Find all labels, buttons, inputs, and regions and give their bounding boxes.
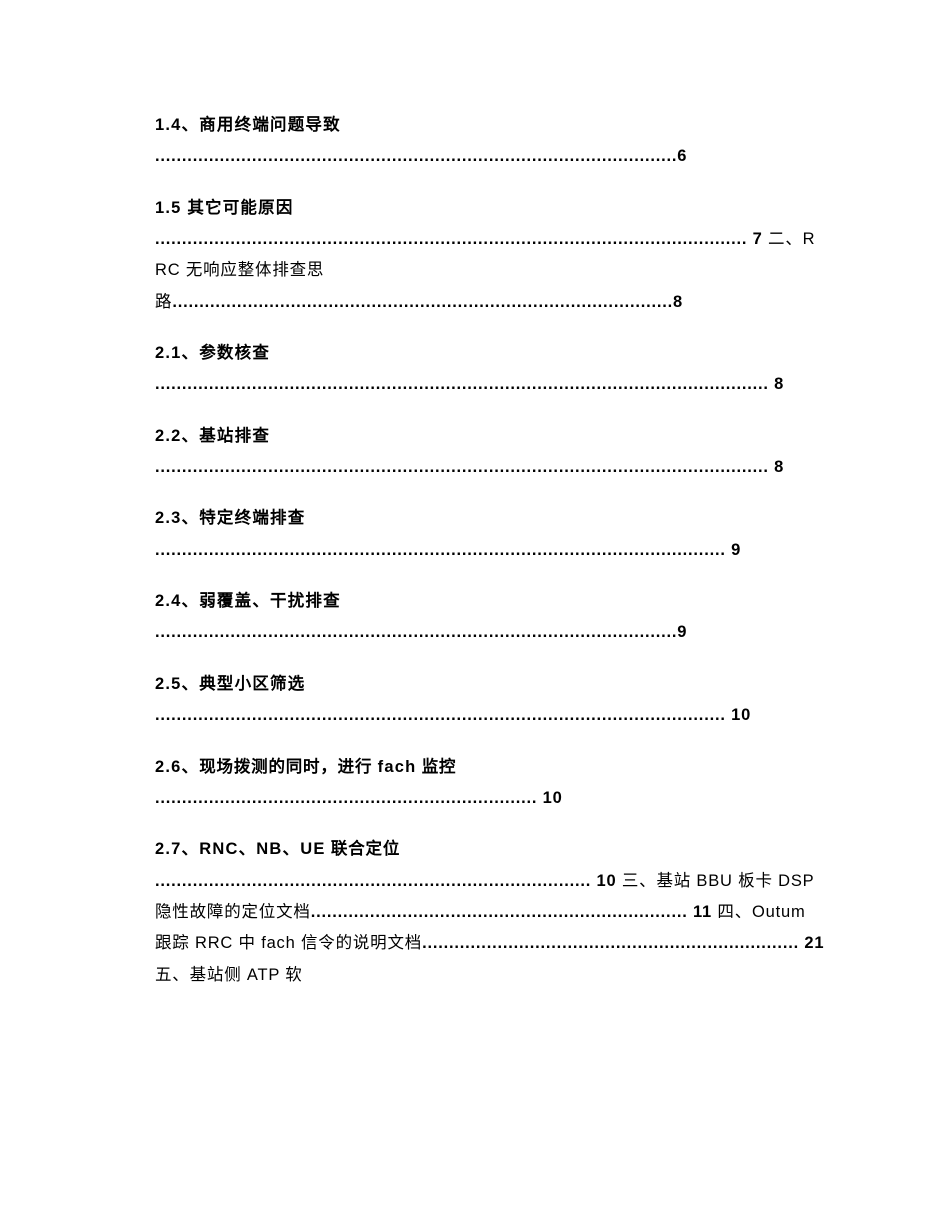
- toc-leaders: ........................................…: [155, 706, 751, 724]
- document-page: 1.4、商用终端问题导致 ...........................…: [0, 0, 950, 1071]
- toc-leaders: ........................................…: [155, 789, 563, 807]
- toc-title: 1.4、商用终端问题导致: [155, 116, 341, 134]
- toc-entry-2-5: 2.5、典型小区筛选 .............................…: [155, 669, 825, 732]
- toc-title: 2.3、特定终端排查: [155, 509, 305, 527]
- toc-entry-2-3: 2.3、特定终端排查 .............................…: [155, 503, 825, 566]
- toc-leaders: ........................................…: [422, 934, 824, 952]
- toc-segment: 2.7、RNC、NB、UE: [155, 840, 326, 858]
- toc-leaders: ........................................…: [155, 458, 784, 476]
- toc-entry-2-1: 2.1、参数核查 ...............................…: [155, 338, 825, 401]
- toc-title: 1.5 其它可能原因: [155, 199, 294, 217]
- toc-title: 2.2、基站排查: [155, 427, 270, 445]
- toc-leaders: ........................................…: [155, 541, 741, 559]
- toc-segment: 二、: [768, 230, 803, 248]
- toc-segment: 2.6、: [155, 758, 199, 776]
- toc-entry-1-5: 1.5 其它可能原因 .............................…: [155, 193, 825, 318]
- toc-leaders: ........................................…: [172, 293, 683, 311]
- toc-title: 2.4、弱覆盖、干扰排查: [155, 592, 341, 610]
- toc-entry-2-4: 2.4、弱覆盖、干扰排查 ...........................…: [155, 586, 825, 649]
- toc-leaders: ........................................…: [155, 230, 768, 248]
- toc-entry-1-4: 1.4、商用终端问题导致 ...........................…: [155, 110, 825, 173]
- toc-leaders: ........................................…: [311, 903, 718, 921]
- toc-segment: fach: [378, 758, 417, 776]
- toc-leaders: ........................................…: [155, 375, 784, 393]
- toc-title: 2.1、参数核查: [155, 344, 270, 362]
- toc-entry-2-2: 2.2、基站排查 ...............................…: [155, 421, 825, 484]
- toc-title: 2.5、典型小区筛选: [155, 675, 305, 693]
- toc-leaders: ........................................…: [155, 872, 622, 890]
- toc-leaders: ........................................…: [155, 147, 687, 165]
- toc-segment: 五、基站侧 ATP 软: [155, 966, 303, 984]
- toc-entry-2-7: 2.7、RNC、NB、UE 联合定位 .....................…: [155, 834, 825, 991]
- toc-segment: 联合定位: [326, 840, 401, 858]
- toc-entry-2-6: 2.6、现场拨测的同时，进行 fach 监控 .................…: [155, 752, 825, 815]
- toc-leaders: ........................................…: [155, 623, 687, 641]
- toc-segment: 监控: [416, 758, 456, 776]
- toc-segment: 现场拨测的同时，进行: [199, 758, 377, 776]
